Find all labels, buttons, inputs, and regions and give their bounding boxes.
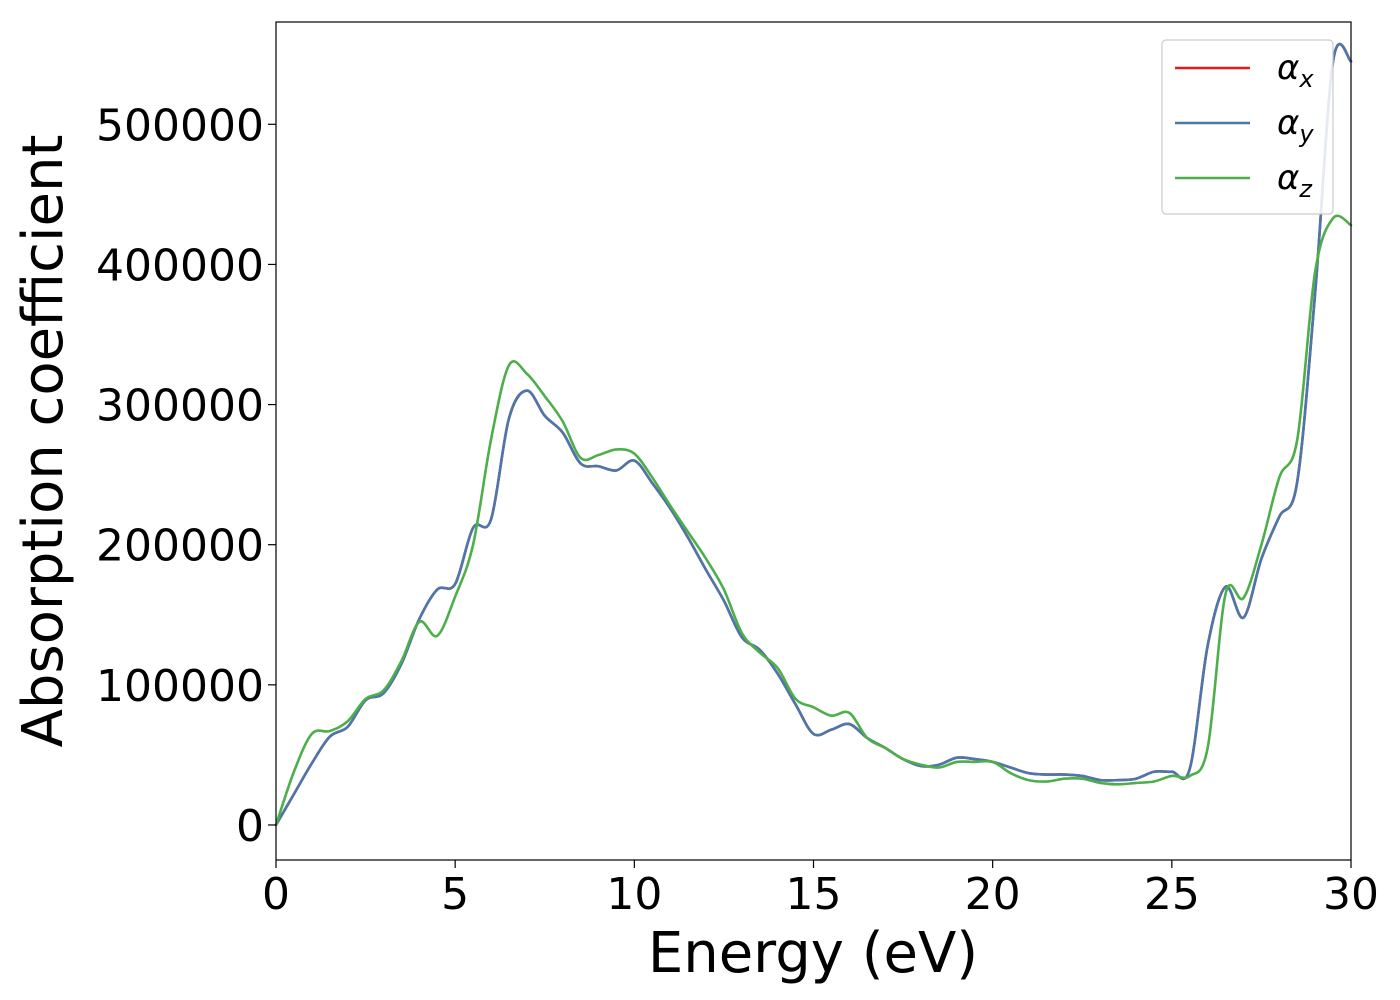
legend-label-base: α [1277,158,1299,198]
y-tick-label: 100000 [96,661,264,712]
legend-label-subscript: x [1298,65,1314,93]
legend-label-subscript: y [1298,120,1314,148]
x-tick-label: 25 [1144,869,1200,920]
y-tick-label: 300000 [96,381,264,432]
x-tick-label: 30 [1323,869,1379,920]
series-line-z [274,214,1353,827]
legend-label-base: α [1277,48,1299,88]
y-axis: 0 100000 200000 300000 400000 500000 [96,100,276,852]
x-tick-label: 20 [965,869,1021,920]
y-tick-label: 500000 [96,100,264,151]
x-axis: 0 5 10 15 20 25 30 [262,860,1379,920]
legend-label-subscript: z [1298,175,1313,203]
legend-label: αx [1277,48,1314,93]
y-tick-label: 0 [236,801,264,852]
x-tick-label: 10 [606,869,662,920]
legend-label: αz [1277,158,1313,203]
x-tick-label: 0 [262,869,290,920]
y-tick-label: 400000 [96,240,264,291]
legend-label-base: α [1277,103,1299,143]
y-axis-label: Absorption coefficient [11,135,76,748]
x-tick-label: 5 [441,869,469,920]
series-line-y [274,42,1353,827]
x-axis-label: Energy (eV) [648,921,978,986]
x-tick-label: 15 [786,869,842,920]
legend-label: αy [1277,103,1314,148]
y-tick-label: 200000 [96,521,264,572]
series-layer [274,42,1353,827]
legend-box [1161,39,1334,215]
